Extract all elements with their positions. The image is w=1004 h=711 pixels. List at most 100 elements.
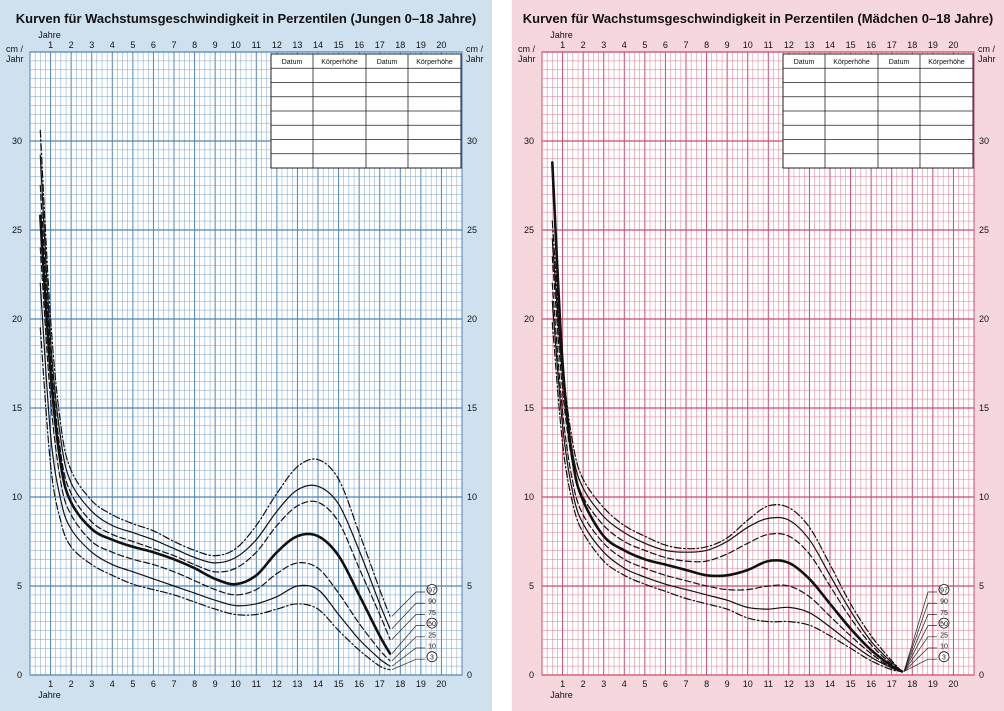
curves — [551, 161, 904, 673]
x-tick-label-bottom: 14 — [825, 679, 835, 689]
x-tick-label-bottom: 17 — [887, 679, 897, 689]
x-tick-label-bottom: 8 — [704, 679, 709, 689]
percentile-label: 50 — [428, 621, 436, 628]
table-header: Körperhöhe — [833, 59, 870, 66]
y-tick-label-right: 30 — [979, 136, 989, 146]
percentile-curve-p10 — [551, 300, 903, 672]
percentile-label: 97 — [428, 588, 436, 595]
x-tick-label-top: 19 — [928, 40, 938, 50]
percentile-label: 3 — [942, 655, 946, 662]
y-unit-label-left: Jahr — [518, 54, 536, 64]
girls-velocity-chart: 1122334455667788991010111112121313141415… — [518, 30, 996, 700]
label-leader-line — [903, 591, 937, 672]
x-tick-label-top: 8 — [192, 40, 197, 50]
x-tick-label-top: 11 — [764, 40, 773, 50]
chart-title: Kurven für Wachstumsgeschwindigkeit in P… — [15, 11, 477, 26]
x-tick-label-top: 16 — [866, 40, 876, 50]
y-tick-label-right: 5 — [979, 581, 984, 591]
percentile-label: 3 — [430, 655, 434, 662]
x-tick-label-top: 18 — [907, 40, 917, 50]
table-header: Körperhöhe — [416, 59, 453, 66]
data-entry-table: Datum Körperhöhe Datum Körperhöhe — [270, 53, 462, 169]
x-tick-label-bottom: 3 — [89, 679, 94, 689]
x-tick-label-top: 20 — [948, 40, 958, 50]
chart-title: Kurven für Wachstumsgeschwindigkeit in P… — [522, 11, 994, 26]
percentile-curve-p97 — [551, 220, 903, 672]
x-tick-label-top: 7 — [683, 40, 688, 50]
label-leader-line — [903, 602, 937, 672]
x-tick-label-bottom: 16 — [354, 679, 364, 689]
label-circle — [426, 584, 438, 595]
x-tick-label-top: 5 — [130, 40, 135, 50]
x-tick-label-top: 7 — [171, 40, 176, 50]
x-tick-label-bottom: 16 — [866, 679, 876, 689]
y-tick-label-right: 10 — [467, 492, 477, 502]
x-tick-label-bottom: 13 — [804, 679, 814, 689]
table-header: Datum — [377, 59, 398, 66]
y-tick-label-left: 25 — [524, 225, 534, 235]
x-tick-label-top: 4 — [622, 40, 627, 50]
y-tick-label-left: 30 — [12, 136, 22, 146]
x-tick-label-top: 6 — [663, 40, 668, 50]
label-leader-line — [391, 602, 425, 629]
x-tick-label-bottom: 9 — [725, 679, 730, 689]
percentile-curve-p50 — [39, 214, 392, 655]
x-tick-label-top: 9 — [213, 40, 218, 50]
label-circle — [426, 651, 438, 663]
y-unit-label-right: cm / — [978, 44, 995, 54]
x-tick-label-bottom: 2 — [581, 679, 586, 689]
x-tick-label-top: 8 — [704, 40, 709, 50]
x-tick-label-top: 14 — [313, 40, 323, 50]
label-leader-line — [391, 614, 425, 640]
label-leader-line — [903, 614, 937, 672]
x-tick-label-bottom: 5 — [642, 679, 647, 689]
x-tick-label-bottom: 19 — [928, 679, 938, 689]
y-unit-label-left: Jahr — [6, 54, 24, 64]
y-tick-label-left: 20 — [12, 314, 22, 324]
x-tick-label-top: 13 — [292, 40, 302, 50]
boys-chart-panel: Kurven für Wachstumsgeschwindigkeit in P… — [0, 0, 492, 711]
x-tick-label-bottom: 3 — [601, 679, 606, 689]
x-tick-label-bottom: 20 — [436, 679, 446, 689]
x-tick-label-top: 15 — [846, 40, 856, 50]
x-tick-label-bottom: 6 — [151, 679, 156, 689]
x-tick-label-bottom: 11 — [252, 679, 261, 689]
y-tick-label-right: 20 — [979, 314, 989, 324]
label-leader-line — [903, 636, 937, 672]
label-leader-line — [903, 647, 937, 672]
y-tick-label-left: 10 — [524, 492, 534, 502]
x-tick-label-top: 2 — [69, 40, 74, 50]
percentile-label: 50 — [940, 621, 948, 628]
y-unit-label-right: cm / — [466, 44, 483, 54]
y-tick-label-right: 15 — [979, 403, 989, 413]
x-tick-label-top: 13 — [804, 40, 814, 50]
label-circle — [426, 617, 438, 629]
x-tick-label-bottom: 18 — [907, 679, 917, 689]
y-unit-label-left: cm / — [6, 44, 23, 54]
x-tick-label-bottom: 14 — [313, 679, 323, 689]
percentile-curve-p3 — [39, 327, 391, 671]
label-leader-line — [391, 647, 425, 667]
y-unit-label-left: cm / — [518, 44, 535, 54]
x-tick-label-bottom: 5 — [130, 679, 135, 689]
percentile-curve-p25 — [551, 282, 903, 672]
label-circle — [938, 617, 950, 629]
y-tick-label-left: 25 — [12, 225, 22, 235]
percentile-label: 25 — [428, 632, 436, 639]
x-tick-label-bottom: 8 — [192, 679, 197, 689]
table-header: Körperhöhe — [928, 59, 965, 66]
x-tick-label-top: 5 — [642, 40, 647, 50]
percentile-labels: 97 90 75 50 25 10 3 — [903, 584, 950, 672]
x-tick-label-bottom: 15 — [846, 679, 856, 689]
x-tick-label-bottom: 20 — [948, 679, 958, 689]
percentile-curve-p90 — [39, 154, 391, 630]
y-tick-label-left: 5 — [17, 581, 22, 591]
percentile-curve-p25 — [39, 247, 391, 662]
percentile-curve-p10 — [39, 282, 391, 667]
percentile-labels: 97 90 75 50 25 10 3 — [391, 584, 438, 670]
x-tick-label-top: 15 — [334, 40, 344, 50]
y-tick-label-right: 5 — [467, 581, 472, 591]
x-tick-label-top: 19 — [416, 40, 426, 50]
percentile-curve-p3 — [551, 322, 903, 672]
y-tick-label-right: 10 — [979, 492, 989, 502]
